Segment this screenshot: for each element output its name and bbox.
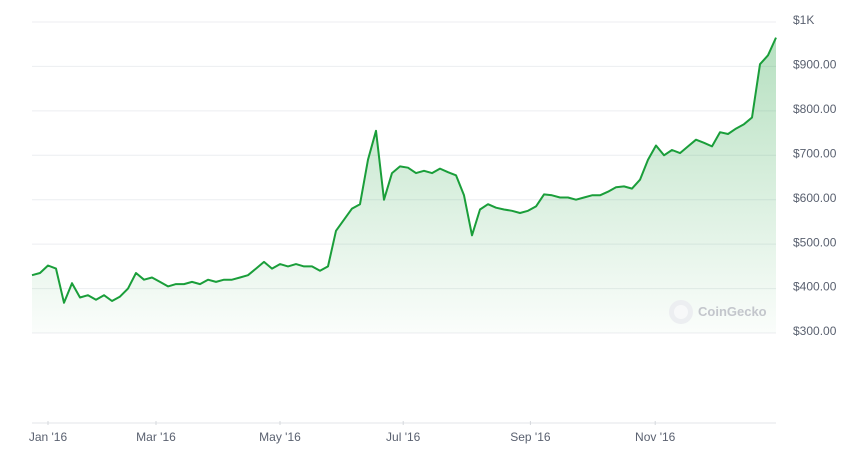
y-tick-label: $1K	[793, 13, 814, 27]
x-tick-label: Jul '16	[386, 430, 421, 444]
labels: $300.00 $400.00 $500.00 $600.00 $700.00 $800.…	[29, 13, 837, 444]
y-tick-label: $800.00	[793, 102, 837, 116]
area-layer	[32, 37, 776, 333]
watermark-logo-inner	[674, 305, 688, 319]
y-tick-label: $900.00	[793, 58, 837, 72]
price-line	[31, 37, 777, 304]
y-tick-label: $600.00	[793, 191, 837, 205]
y-tick-label: $500.00	[793, 235, 837, 249]
y-tick-label: $700.00	[793, 146, 837, 160]
watermark-text: CoinGecko	[698, 304, 767, 319]
x-tick-label: Sep '16	[510, 430, 551, 444]
price-area	[32, 37, 776, 333]
y-tick-label: $400.00	[793, 280, 837, 294]
y-tick-label: $300.00	[793, 324, 837, 338]
x-tick-label: Nov '16	[635, 430, 676, 444]
line-layer	[31, 37, 777, 304]
watermark: CoinGecko	[669, 300, 767, 324]
x-tick-label: Jan '16	[29, 430, 68, 444]
x-tick-label: Mar '16	[136, 430, 176, 444]
x-tick-label: May '16	[259, 430, 301, 444]
